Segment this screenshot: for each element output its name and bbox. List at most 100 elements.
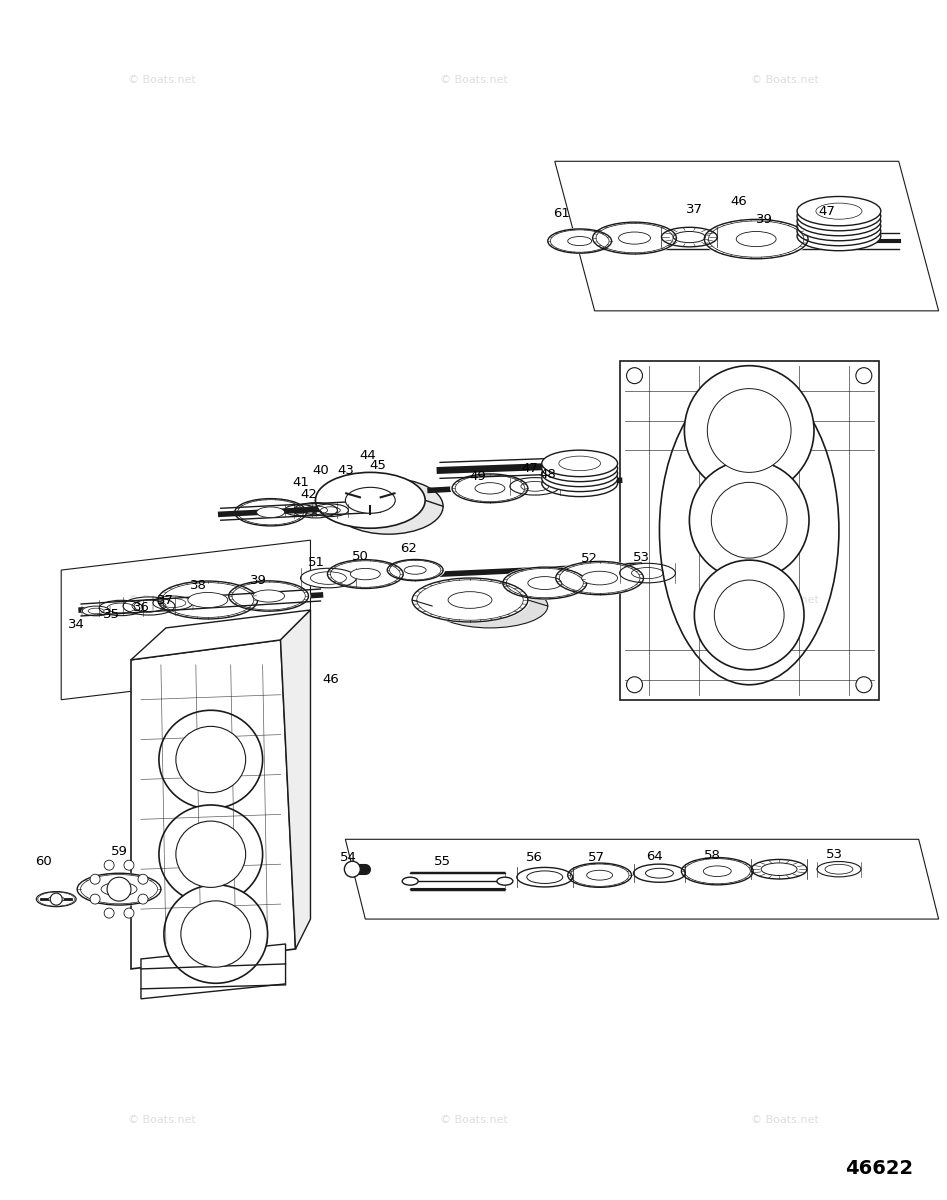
Ellipse shape: [559, 466, 600, 481]
Text: © Boats.net: © Boats.net: [751, 1116, 819, 1126]
Ellipse shape: [685, 366, 814, 496]
Ellipse shape: [527, 577, 562, 589]
Text: 51: 51: [308, 556, 325, 569]
Ellipse shape: [618, 563, 676, 583]
Ellipse shape: [410, 577, 529, 623]
Ellipse shape: [816, 228, 862, 244]
Text: 55: 55: [434, 854, 451, 868]
Ellipse shape: [497, 877, 513, 886]
Ellipse shape: [312, 504, 349, 517]
Text: © Boats.net: © Boats.net: [128, 74, 196, 84]
Text: 35: 35: [102, 608, 119, 622]
Ellipse shape: [797, 222, 881, 251]
Text: 39: 39: [250, 574, 267, 587]
Polygon shape: [131, 640, 295, 968]
Ellipse shape: [34, 890, 79, 907]
Ellipse shape: [350, 569, 381, 580]
Ellipse shape: [48, 896, 64, 902]
Ellipse shape: [567, 236, 592, 246]
Circle shape: [107, 877, 131, 901]
Text: 59: 59: [111, 845, 128, 858]
Ellipse shape: [501, 566, 589, 600]
Ellipse shape: [188, 593, 227, 607]
Text: 47: 47: [522, 462, 538, 475]
Ellipse shape: [385, 558, 445, 582]
Ellipse shape: [75, 872, 163, 906]
Ellipse shape: [176, 726, 245, 793]
Ellipse shape: [81, 606, 111, 617]
Text: 40: 40: [313, 464, 329, 476]
Ellipse shape: [293, 502, 338, 518]
Text: © Boats.net: © Boats.net: [751, 595, 819, 605]
Text: 46: 46: [731, 194, 747, 208]
Ellipse shape: [797, 202, 881, 230]
Circle shape: [124, 908, 134, 918]
Ellipse shape: [711, 482, 787, 558]
Text: 45: 45: [370, 458, 386, 472]
Ellipse shape: [816, 208, 862, 224]
Circle shape: [90, 875, 100, 884]
Circle shape: [104, 860, 114, 870]
Ellipse shape: [660, 227, 718, 247]
Ellipse shape: [559, 461, 600, 475]
Ellipse shape: [326, 559, 405, 589]
Ellipse shape: [704, 866, 731, 876]
Ellipse shape: [159, 710, 262, 809]
Ellipse shape: [346, 487, 395, 514]
Circle shape: [124, 860, 134, 870]
Ellipse shape: [233, 498, 309, 527]
Ellipse shape: [253, 590, 284, 602]
Ellipse shape: [816, 862, 862, 877]
Text: 46622: 46622: [845, 1159, 913, 1178]
Text: 60: 60: [35, 854, 52, 868]
Text: 50: 50: [352, 550, 368, 563]
Ellipse shape: [816, 214, 862, 229]
Ellipse shape: [164, 884, 268, 983]
Text: © Boats.net: © Boats.net: [751, 74, 819, 84]
Circle shape: [856, 677, 872, 692]
Circle shape: [104, 908, 114, 918]
Ellipse shape: [516, 866, 574, 888]
Text: 39: 39: [756, 212, 773, 226]
Ellipse shape: [159, 805, 262, 904]
Text: 49: 49: [470, 470, 487, 482]
Text: 62: 62: [400, 541, 417, 554]
Ellipse shape: [797, 197, 881, 226]
Circle shape: [138, 894, 148, 904]
Text: © Boats.net: © Boats.net: [128, 1116, 196, 1126]
Ellipse shape: [703, 218, 810, 259]
Text: 57: 57: [588, 851, 605, 864]
Ellipse shape: [542, 470, 617, 497]
Text: 56: 56: [527, 851, 544, 864]
Ellipse shape: [98, 600, 144, 616]
Text: © Boats.net: © Boats.net: [439, 1116, 508, 1126]
Text: © Boats.net: © Boats.net: [439, 74, 508, 84]
Ellipse shape: [591, 221, 678, 254]
Polygon shape: [280, 610, 311, 949]
Ellipse shape: [299, 568, 357, 588]
Ellipse shape: [176, 821, 245, 888]
Circle shape: [50, 893, 63, 905]
Ellipse shape: [816, 223, 862, 239]
Text: © Boats.net: © Boats.net: [128, 595, 196, 605]
Ellipse shape: [618, 232, 651, 244]
Text: 61: 61: [553, 206, 570, 220]
Circle shape: [345, 862, 360, 877]
Polygon shape: [141, 944, 286, 998]
Text: 36: 36: [133, 601, 150, 614]
Ellipse shape: [545, 228, 614, 254]
Ellipse shape: [101, 882, 137, 896]
Ellipse shape: [559, 456, 600, 470]
Text: 64: 64: [646, 850, 663, 863]
Text: © Boats.net: © Boats.net: [439, 595, 508, 605]
Ellipse shape: [156, 580, 259, 620]
Circle shape: [856, 367, 872, 384]
Ellipse shape: [404, 566, 426, 575]
Ellipse shape: [816, 203, 862, 220]
Circle shape: [90, 894, 100, 904]
Text: 53: 53: [826, 847, 843, 860]
Text: 54: 54: [340, 851, 357, 864]
Text: 46: 46: [322, 673, 339, 686]
Ellipse shape: [689, 461, 809, 580]
Ellipse shape: [736, 232, 777, 247]
